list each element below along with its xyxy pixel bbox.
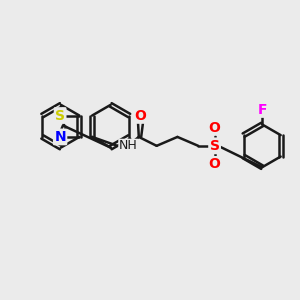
Text: O: O [134,109,146,123]
Text: F: F [257,103,267,117]
Text: O: O [209,157,220,171]
Text: O: O [209,121,220,135]
Text: NH: NH [119,139,138,152]
Text: N: N [54,130,66,144]
Text: S: S [55,109,65,122]
Text: S: S [210,139,220,153]
